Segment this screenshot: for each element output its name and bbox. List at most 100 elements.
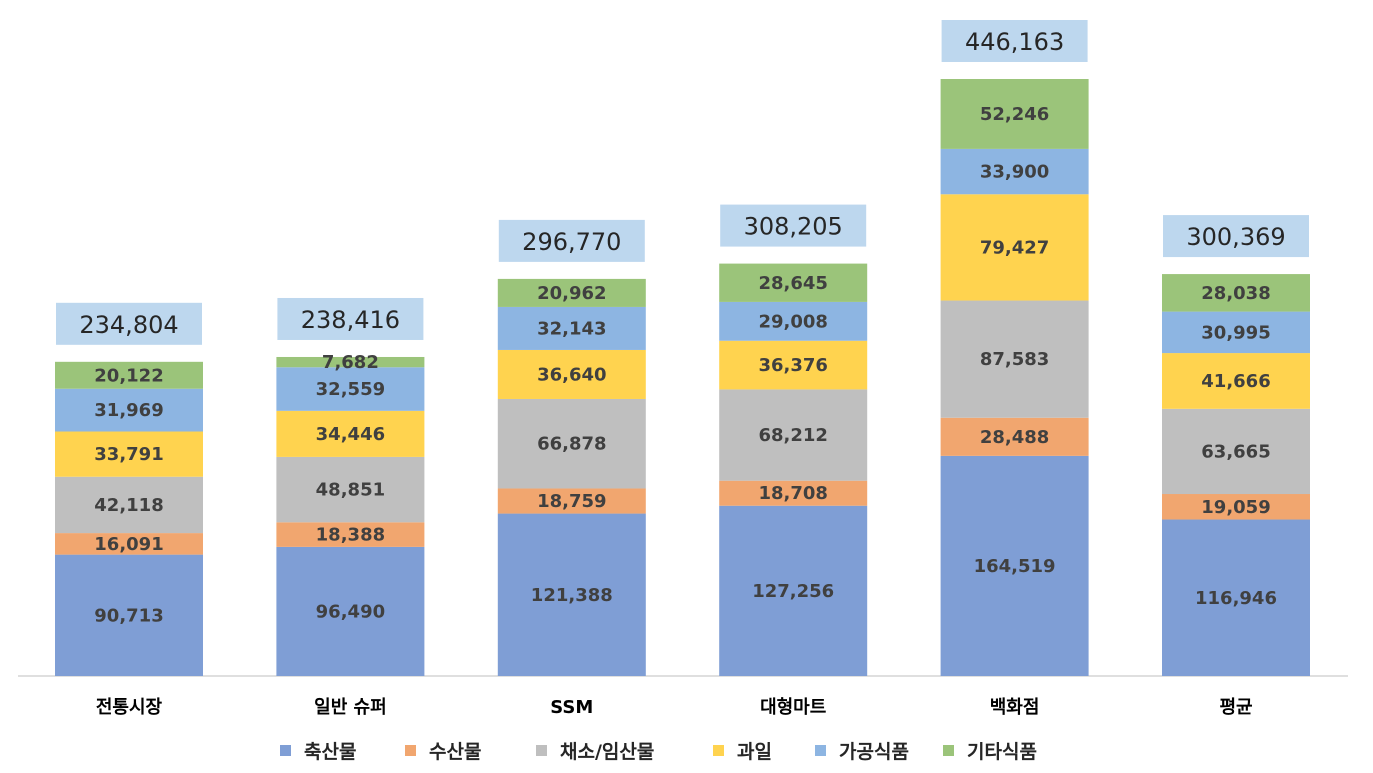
data-label: 18,388 [316,525,385,546]
data-label: 42,118 [94,495,163,516]
legend-swatch [943,745,954,756]
data-label: 90,713 [94,605,163,626]
bar-segment [55,431,203,477]
bar-stack: 164,519 28,488 87,583 79,427 33,900 52,246 446… [940,20,1089,676]
bar-segment [940,300,1089,418]
legend-swatch [405,745,416,756]
data-label: 20,962 [537,283,606,304]
data-label: 87,583 [980,349,1049,370]
data-label: 33,791 [94,444,163,465]
x-tick-label: 백화점 [990,697,1040,718]
bar-segment [55,361,203,389]
bar-segment [497,513,646,676]
bar-segment [276,410,425,457]
total-label-box [720,204,867,247]
data-label: 79,427 [980,237,1049,258]
bar-segment [1162,274,1310,312]
data-label: 18,708 [758,483,827,504]
legend-label: 수산물 [429,741,481,763]
legend-item: 과일 [713,741,772,763]
data-label: 33,900 [980,162,1049,183]
bar-segment [940,79,1089,149]
total-label-box [941,20,1088,62]
bar-segment [276,456,425,523]
total-label: 446,163 [965,28,1064,56]
data-label: 31,969 [94,400,163,421]
legend-swatch [815,745,826,756]
bar-segment [497,306,646,350]
legend-label: 기타식품 [967,741,1037,763]
legend-label: 가공식품 [839,741,909,763]
bar-segment [497,488,646,514]
data-label: 66,878 [537,434,606,455]
bar-segment [940,455,1089,676]
bar-stack: 116,946 19,059 63,665 41,666 30,995 28,038 300… [1162,215,1310,676]
total-label-box [1163,215,1309,258]
bar-segment [1162,519,1310,676]
bar-segment [55,388,203,432]
data-label: 36,640 [537,364,606,385]
bar-segment [1162,311,1310,354]
data-label: 19,059 [1201,497,1270,518]
data-label: 34,446 [316,424,385,445]
data-label: 68,212 [758,425,827,446]
bar-segment [719,389,868,481]
x-tick-label: 일반 슈퍼 [314,697,387,718]
data-label: 29,008 [758,311,827,332]
x-tick-label: 전통시장 [96,697,163,718]
data-label: 28,645 [758,273,827,294]
data-label: 36,376 [758,355,827,376]
bar-stack: 96,490 18,388 48,851 34,446 32,559 7,682 238,4… [276,297,425,676]
bar-segment [55,554,203,676]
bar-segment [276,367,425,411]
legend-label: 채소/임산물 [560,741,654,763]
x-tick-label: 평균 [1219,697,1252,718]
data-label: 164,519 [974,556,1056,577]
total-label-box [56,302,202,345]
legend-item: 수산물 [405,741,481,763]
data-label: 28,488 [980,427,1049,448]
data-label: 121,388 [531,585,613,606]
bar-segment [497,278,646,307]
bar-segment [719,301,868,341]
x-tick-label: 대형마트 [760,697,826,718]
data-label: 28,038 [1201,283,1270,304]
bar-segment [55,533,203,555]
legend-swatch [713,745,724,756]
bar-segment [276,546,425,676]
legend-item: 가공식품 [815,741,909,763]
data-label: 30,995 [1201,322,1270,343]
data-label: 48,851 [316,480,385,501]
legend-item: 채소/임산물 [536,741,654,763]
total-label-box [498,219,645,262]
total-label: 308,205 [744,213,843,241]
total-label: 238,416 [301,306,400,334]
legend-swatch [536,745,547,756]
bar-segment [1162,353,1310,409]
bar-segment [940,194,1089,301]
data-label: 52,246 [980,104,1049,125]
legend: 축산물 수산물 채소/임산물 과일 가공식품 기타식품 [280,741,1037,763]
total-label-box [277,297,424,340]
total-label: 300,369 [1186,223,1285,251]
bar-segment [497,398,646,489]
bar-segment [719,340,868,390]
bar-segment [719,480,868,506]
data-label: 32,559 [316,379,385,400]
data-label: 16,091 [94,534,163,555]
data-label: 32,143 [537,318,606,339]
data-label: 127,256 [752,581,834,602]
bar-segment [719,263,868,302]
bar-segment [497,349,646,399]
data-label: 41,666 [1201,371,1270,392]
total-label: 234,804 [79,311,178,339]
bar-segment [719,505,868,676]
bar-segment [940,417,1089,456]
data-label: 116,946 [1195,588,1277,609]
bar-stack: 121,388 18,759 66,878 36,640 32,143 20,962 296… [497,219,646,676]
legend-item: 기타식품 [943,741,1037,763]
legend-label: 축산물 [304,741,356,763]
bar-segment [276,356,425,368]
data-label: 96,490 [316,601,385,622]
